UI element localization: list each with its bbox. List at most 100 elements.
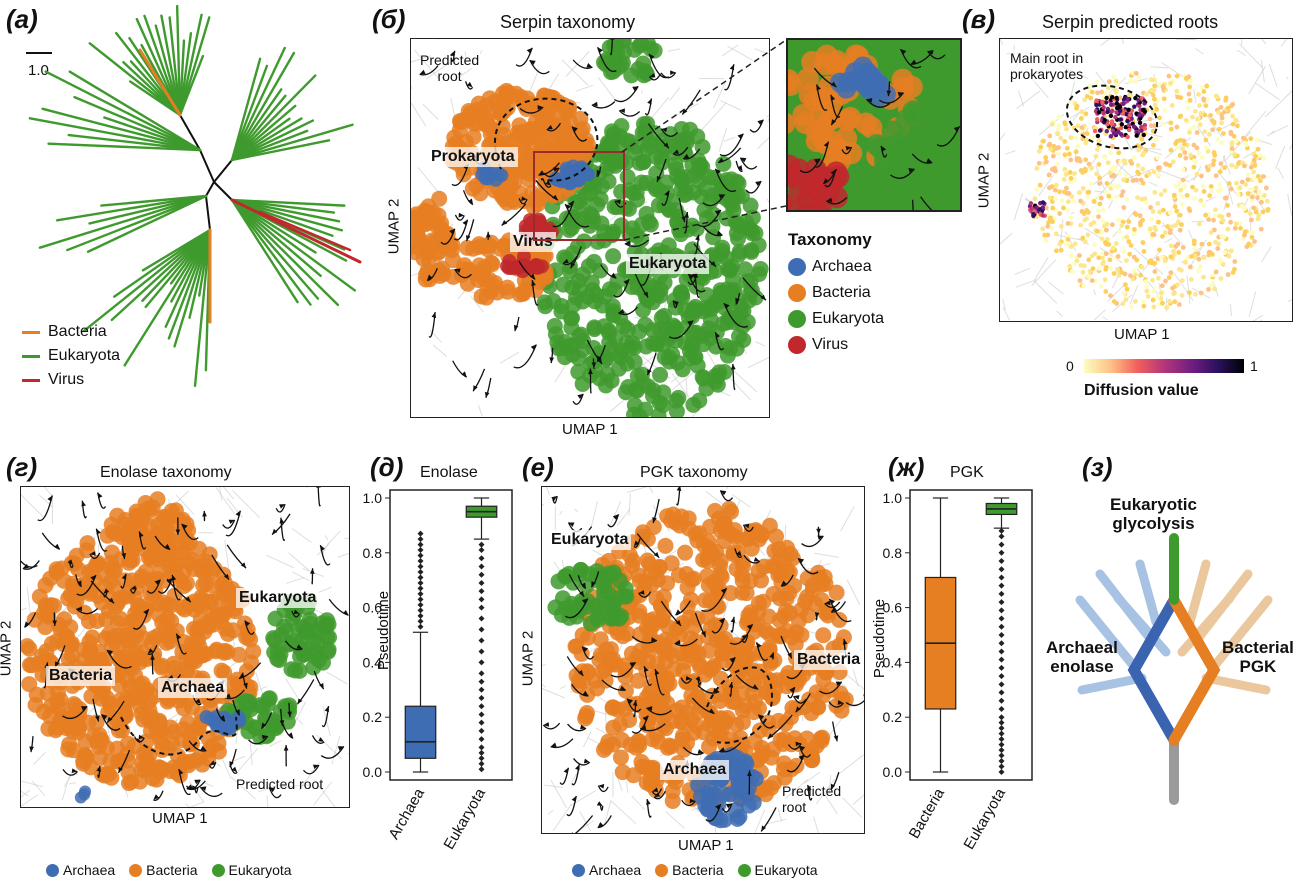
bacteria-point [145, 688, 162, 705]
diffusion-point [1075, 123, 1081, 129]
diffusion-point [1152, 190, 1158, 195]
diffusion-point [1110, 94, 1115, 100]
archaea-point [845, 62, 866, 83]
velocity-stream [618, 306, 638, 316]
stream-arrow [824, 600, 831, 606]
stream-arrow [209, 760, 216, 765]
eukaryota-point [260, 690, 277, 707]
velocity-stream [880, 145, 888, 158]
diffusion-point [1218, 104, 1224, 110]
diffusion-point [1136, 147, 1142, 153]
stream-arrow [816, 84, 821, 91]
velocity-stream [291, 610, 301, 618]
eukaryota-point [591, 604, 608, 621]
stream-arrow [708, 708, 715, 714]
stream-arrow [312, 764, 319, 770]
stream-arrow [755, 181, 762, 186]
outlier-point [478, 670, 485, 677]
bacteria-point [631, 649, 648, 666]
bacteria-point [784, 550, 801, 567]
pgk-umap-plot [542, 487, 864, 833]
diffusion-point [1141, 132, 1146, 138]
bacteria-point [803, 705, 820, 722]
panel-e-letter: (д) [370, 452, 404, 482]
stream-arrow [661, 127, 668, 133]
diffusion-point [1144, 91, 1149, 97]
bacteria-point [799, 607, 816, 624]
diffusion-point [1128, 243, 1134, 248]
velocity-stream [275, 503, 286, 513]
diffusion-point [1119, 222, 1125, 228]
bacteria-point [21, 638, 36, 655]
velocity-stream [320, 746, 345, 759]
umap-edge [574, 508, 579, 513]
bacteria-point [128, 503, 145, 520]
tree-leaf-branch [173, 228, 212, 348]
diffusion-point [1194, 130, 1200, 135]
velocity-stream [735, 293, 741, 305]
umap-edge [628, 493, 631, 516]
bacteria-point [123, 773, 140, 790]
tree-legend-label: Bacteria [48, 323, 107, 340]
diffusion-point [1095, 90, 1100, 96]
stream-arrow [683, 153, 690, 159]
velocity-stream [801, 535, 824, 548]
stream-arrow [656, 175, 662, 182]
diffusion-point [1117, 104, 1123, 110]
tree-legend-virus: Virus [22, 368, 120, 392]
outlier-point [478, 555, 485, 562]
tree-leaf-branch [88, 194, 208, 225]
umap-edge [31, 780, 46, 797]
bacteria-point [97, 578, 114, 595]
diffusion-point [1199, 241, 1205, 247]
diffusion-point [1199, 173, 1204, 179]
diffusion-point [1140, 217, 1145, 223]
diffusion-point [1096, 110, 1102, 115]
diffusion-point [1089, 253, 1095, 259]
eukaryota-point [267, 720, 284, 737]
eukaryota-point [606, 127, 623, 144]
stream-arrow [29, 746, 34, 753]
velocity-stream [147, 644, 158, 656]
archaea-point [715, 786, 732, 803]
stream-arrow [563, 767, 569, 774]
umap-edge [1285, 76, 1289, 80]
virus-point [517, 258, 532, 273]
diffusion-point [1160, 84, 1166, 90]
tree-bacteria-branch [138, 48, 182, 117]
stream-arrow [200, 745, 207, 751]
bacteria-point [673, 699, 690, 716]
outlier-point [417, 585, 424, 592]
bacteria-point [786, 577, 803, 594]
umap-edge [665, 811, 685, 829]
diffusion-point [1088, 181, 1094, 187]
diffusion-point [1074, 103, 1080, 109]
umap-edge [470, 296, 484, 313]
stream-arrow [52, 620, 57, 627]
eukaryota-point [589, 233, 606, 250]
diffusion-point [1052, 165, 1058, 171]
stream-arrow [830, 81, 837, 87]
eukaryota-point [615, 39, 632, 49]
diffusion-point [1219, 214, 1225, 220]
diffusion-point [1056, 114, 1062, 120]
bacteria-point [132, 654, 149, 671]
diffusion-point [1185, 106, 1191, 111]
diffusion-point [1217, 182, 1223, 188]
umap-edge [767, 117, 769, 123]
umap-edge [1261, 246, 1272, 263]
umap-edge [616, 508, 631, 527]
stream-arrow [178, 769, 184, 776]
bacteria-point [712, 617, 729, 634]
bacteria-point [679, 579, 696, 596]
umap-edge [543, 784, 564, 789]
diffusion-point [1251, 157, 1257, 163]
stream-arrow [886, 90, 892, 97]
prokaryota-label: Prokaryota [428, 147, 518, 167]
stream-arrow [297, 698, 303, 705]
stream-arrow [185, 596, 191, 603]
eukaryota-point [537, 298, 554, 315]
outlier-point [417, 607, 424, 614]
diffusion-point [1189, 254, 1195, 259]
diffusion-point [1098, 195, 1104, 201]
